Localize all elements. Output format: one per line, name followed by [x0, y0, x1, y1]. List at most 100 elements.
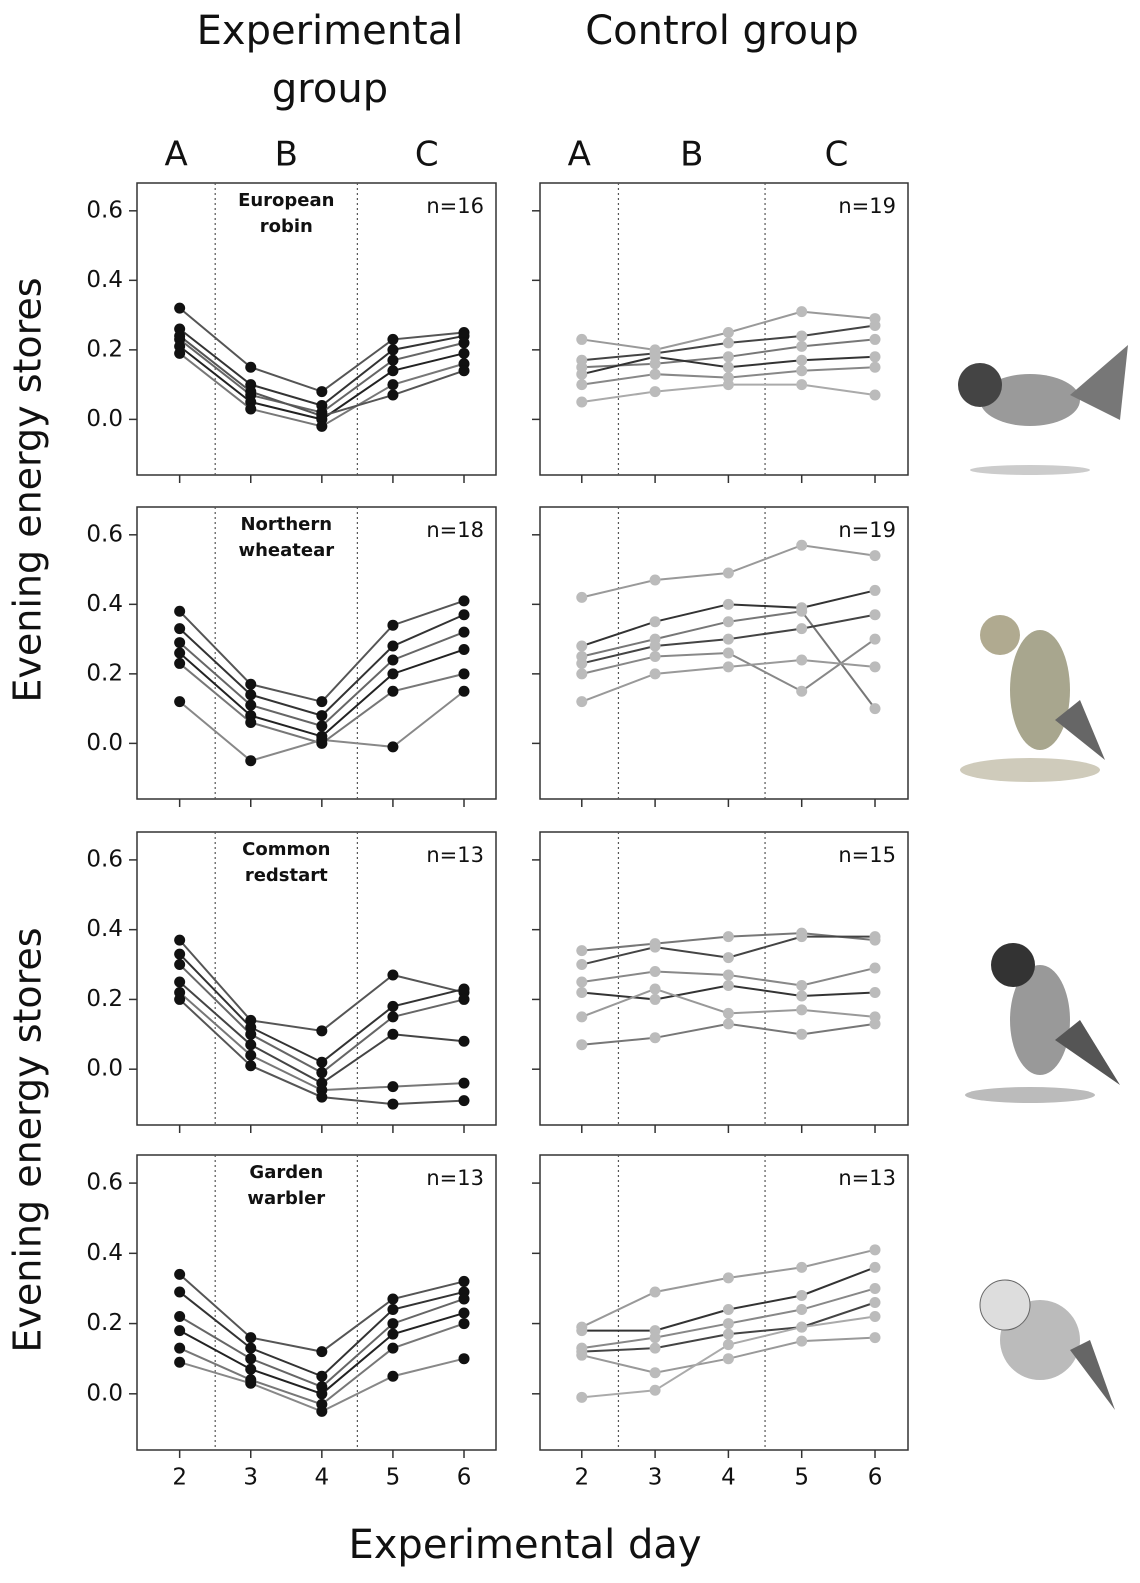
data-point	[723, 327, 734, 338]
data-point	[796, 365, 807, 376]
data-point	[459, 365, 470, 376]
y-tick-label: 0.4	[86, 1240, 123, 1266]
data-point	[576, 592, 587, 603]
data-point	[387, 390, 398, 401]
data-point	[870, 585, 881, 596]
species-name: European robin	[226, 188, 346, 240]
data-point	[796, 686, 807, 697]
data-point	[723, 379, 734, 390]
sample-size: n=18	[426, 518, 484, 542]
data-point	[245, 386, 256, 397]
data-point	[316, 410, 327, 421]
x-tick-label: 6	[457, 1465, 472, 1491]
data-point	[387, 1329, 398, 1340]
bird-illustration	[980, 1280, 1115, 1410]
data-point	[650, 386, 661, 397]
data-point	[459, 1308, 470, 1319]
data-point	[387, 334, 398, 345]
data-point	[174, 637, 185, 648]
data-point	[459, 1036, 470, 1047]
data-point	[723, 616, 734, 627]
data-point	[387, 1099, 398, 1110]
data-point	[796, 654, 807, 665]
data-point	[796, 540, 807, 551]
y-tick-label: 0.0	[86, 730, 123, 756]
data-point	[245, 1039, 256, 1050]
data-point	[245, 1332, 256, 1343]
data-point	[316, 1057, 327, 1068]
phase-label: A	[164, 135, 187, 175]
data-point	[174, 994, 185, 1005]
data-point	[576, 696, 587, 707]
data-point	[459, 1095, 470, 1106]
x-tick-label: 4	[721, 1465, 736, 1491]
data-point	[650, 351, 661, 362]
data-point	[723, 931, 734, 942]
y-tick-label: 0.4	[86, 916, 123, 942]
y-tick-label: 0.2	[86, 1310, 123, 1336]
data-point	[796, 1336, 807, 1347]
data-point	[459, 609, 470, 620]
figure: Evening energy stores Evening energy sto…	[0, 0, 1140, 1583]
phase-label: B	[680, 135, 703, 175]
data-point	[650, 651, 661, 662]
data-point	[245, 1029, 256, 1040]
data-point	[650, 641, 661, 652]
data-point	[245, 1060, 256, 1071]
data-point	[387, 1011, 398, 1022]
x-axis-label: Experimental day	[348, 1522, 701, 1568]
data-point	[870, 931, 881, 942]
data-point	[387, 668, 398, 679]
data-point	[459, 1318, 470, 1329]
data-point	[723, 1339, 734, 1350]
data-point	[245, 1343, 256, 1354]
data-point	[245, 1378, 256, 1389]
x-tick-label: 2	[172, 1465, 187, 1491]
series-line	[180, 1292, 464, 1376]
data-point	[870, 987, 881, 998]
data-point	[245, 679, 256, 690]
sample-size: n=13	[838, 1166, 896, 1190]
data-point	[387, 344, 398, 355]
data-point	[459, 1293, 470, 1304]
data-point	[387, 379, 398, 390]
phase-label: A	[568, 135, 591, 175]
data-point	[650, 1332, 661, 1343]
data-point	[870, 1018, 881, 1029]
data-point	[316, 1067, 327, 1078]
x-tick-label: 3	[243, 1465, 258, 1491]
series-line	[180, 940, 464, 1031]
data-point	[723, 661, 734, 672]
data-point	[174, 1311, 185, 1322]
data-point	[796, 1304, 807, 1315]
data-point	[316, 696, 327, 707]
y-tick-label: 0.6	[86, 846, 123, 872]
sample-size: n=13	[426, 1166, 484, 1190]
data-point	[723, 1008, 734, 1019]
x-tick-label: 4	[315, 1465, 330, 1491]
column-title: Experimental group	[170, 2, 490, 118]
x-tick-label: 2	[574, 1465, 589, 1491]
data-point	[870, 634, 881, 645]
data-point	[650, 616, 661, 627]
data-point	[245, 1353, 256, 1364]
data-point	[459, 983, 470, 994]
data-point	[576, 658, 587, 669]
data-point	[245, 755, 256, 766]
data-point	[576, 1392, 587, 1403]
data-point	[723, 568, 734, 579]
data-point	[870, 1297, 881, 1308]
data-point	[174, 1343, 185, 1354]
data-point	[723, 1329, 734, 1340]
data-point	[387, 1029, 398, 1040]
data-point	[174, 949, 185, 960]
data-point	[174, 935, 185, 946]
data-point	[723, 980, 734, 991]
data-point	[870, 1283, 881, 1294]
column-title: Control group	[562, 2, 882, 60]
y-tick-label: 0.4	[86, 591, 123, 617]
data-point	[796, 990, 807, 1001]
data-point	[245, 717, 256, 728]
data-point	[870, 1244, 881, 1255]
species-name: Northern wheatear	[226, 512, 346, 564]
